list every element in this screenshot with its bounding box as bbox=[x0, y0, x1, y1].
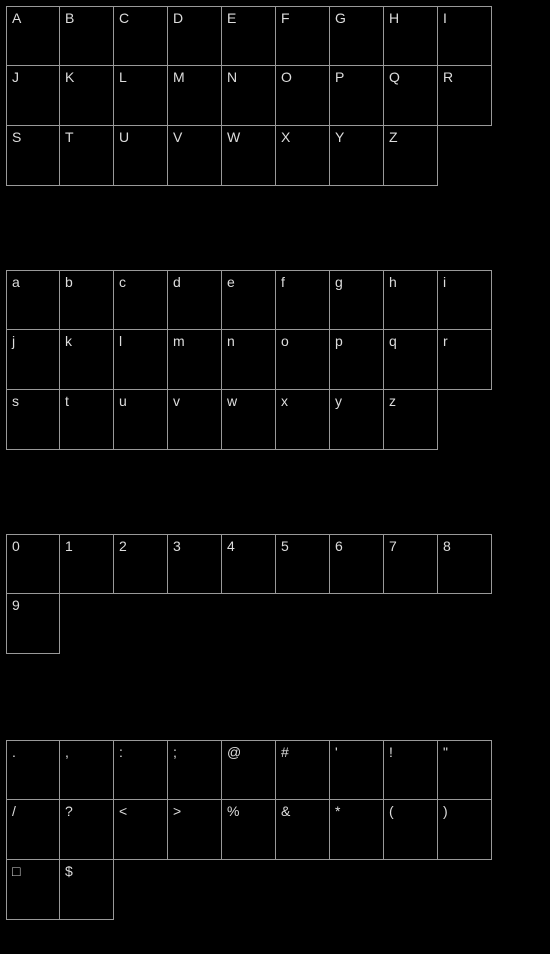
glyph-cell: ' bbox=[330, 740, 384, 800]
glyph-cell: : bbox=[114, 740, 168, 800]
glyph-cell: l bbox=[114, 330, 168, 390]
table-row: □ $ bbox=[6, 860, 492, 920]
table-row: . , : ; @ # ' ! " bbox=[6, 740, 492, 800]
glyph-cell: ? bbox=[60, 800, 114, 860]
glyph-cell: 5 bbox=[276, 534, 330, 594]
glyph-cell: o bbox=[276, 330, 330, 390]
glyph-cell: 6 bbox=[330, 534, 384, 594]
glyph-cell: a bbox=[6, 270, 60, 330]
digits-section: 0 1 2 3 4 5 6 7 8 9 bbox=[6, 534, 492, 654]
glyph-cell: P bbox=[330, 66, 384, 126]
glyph-cell: Y bbox=[330, 126, 384, 186]
glyph-cell: , bbox=[60, 740, 114, 800]
glyph-cell: / bbox=[6, 800, 60, 860]
table-row: s t u v w x y z bbox=[6, 390, 492, 450]
glyph-cell: 8 bbox=[438, 534, 492, 594]
glyph-cell: p bbox=[330, 330, 384, 390]
glyph-cell: Z bbox=[384, 126, 438, 186]
glyph-cell: L bbox=[114, 66, 168, 126]
glyph-cell: f bbox=[276, 270, 330, 330]
lowercase-section: a b c d e f g h i j k l m n o p q r s t … bbox=[6, 270, 492, 450]
glyph-cell: t bbox=[60, 390, 114, 450]
glyph-cell: < bbox=[114, 800, 168, 860]
glyph-cell: y bbox=[330, 390, 384, 450]
glyph-cell: k bbox=[60, 330, 114, 390]
glyph-cell: X bbox=[276, 126, 330, 186]
table-row: 9 bbox=[6, 594, 492, 654]
glyph-cell: i bbox=[438, 270, 492, 330]
glyph-cell: Q bbox=[384, 66, 438, 126]
glyph-cell: □ bbox=[6, 860, 60, 920]
table-row: a b c d e f g h i bbox=[6, 270, 492, 330]
glyph-cell: G bbox=[330, 6, 384, 66]
glyph-cell: W bbox=[222, 126, 276, 186]
glyph-cell: A bbox=[6, 6, 60, 66]
table-row: j k l m n o p q r bbox=[6, 330, 492, 390]
glyph-cell: d bbox=[168, 270, 222, 330]
glyph-cell: 0 bbox=[6, 534, 60, 594]
glyph-cell: 4 bbox=[222, 534, 276, 594]
glyph-cell: w bbox=[222, 390, 276, 450]
glyph-cell: ( bbox=[384, 800, 438, 860]
glyph-cell: N bbox=[222, 66, 276, 126]
glyph-cell: V bbox=[168, 126, 222, 186]
glyph-cell: * bbox=[330, 800, 384, 860]
glyph-cell: O bbox=[276, 66, 330, 126]
table-row: 0 1 2 3 4 5 6 7 8 bbox=[6, 534, 492, 594]
glyph-cell: n bbox=[222, 330, 276, 390]
glyph-cell: ! bbox=[384, 740, 438, 800]
glyph-cell: g bbox=[330, 270, 384, 330]
table-row: J K L M N O P Q R bbox=[6, 66, 492, 126]
glyph-cell: u bbox=[114, 390, 168, 450]
glyph-cell: T bbox=[60, 126, 114, 186]
glyph-cell: 3 bbox=[168, 534, 222, 594]
glyph-cell: 1 bbox=[60, 534, 114, 594]
glyph-cell: I bbox=[438, 6, 492, 66]
glyph-cell: b bbox=[60, 270, 114, 330]
symbols-section: . , : ; @ # ' ! " / ? < > % & * ( ) □ $ bbox=[6, 740, 492, 920]
glyph-cell: C bbox=[114, 6, 168, 66]
glyph-cell: S bbox=[6, 126, 60, 186]
glyph-cell: % bbox=[222, 800, 276, 860]
glyph-cell: . bbox=[6, 740, 60, 800]
glyph-cell: H bbox=[384, 6, 438, 66]
glyph-cell: @ bbox=[222, 740, 276, 800]
glyph-cell: v bbox=[168, 390, 222, 450]
table-row: S T U V W X Y Z bbox=[6, 126, 492, 186]
glyph-cell: F bbox=[276, 6, 330, 66]
glyph-cell: K bbox=[60, 66, 114, 126]
glyph-cell: J bbox=[6, 66, 60, 126]
glyph-cell: & bbox=[276, 800, 330, 860]
glyph-cell: U bbox=[114, 126, 168, 186]
glyph-cell: 2 bbox=[114, 534, 168, 594]
glyph-cell: ) bbox=[438, 800, 492, 860]
glyph-cell: e bbox=[222, 270, 276, 330]
glyph-cell: B bbox=[60, 6, 114, 66]
glyph-cell: > bbox=[168, 800, 222, 860]
table-row: A B C D E F G H I bbox=[6, 6, 492, 66]
glyph-cell: M bbox=[168, 66, 222, 126]
glyph-cell: " bbox=[438, 740, 492, 800]
glyph-cell: 9 bbox=[6, 594, 60, 654]
glyph-cell: 7 bbox=[384, 534, 438, 594]
glyph-cell: q bbox=[384, 330, 438, 390]
glyph-cell: x bbox=[276, 390, 330, 450]
table-row: / ? < > % & * ( ) bbox=[6, 800, 492, 860]
glyph-cell: j bbox=[6, 330, 60, 390]
glyph-cell: R bbox=[438, 66, 492, 126]
glyph-cell: m bbox=[168, 330, 222, 390]
glyph-cell: # bbox=[276, 740, 330, 800]
glyph-cell: ; bbox=[168, 740, 222, 800]
glyph-cell: h bbox=[384, 270, 438, 330]
glyph-cell: $ bbox=[60, 860, 114, 920]
glyph-cell: c bbox=[114, 270, 168, 330]
glyph-cell: D bbox=[168, 6, 222, 66]
uppercase-section: A B C D E F G H I J K L M N O P Q R S T … bbox=[6, 6, 492, 186]
glyph-cell: z bbox=[384, 390, 438, 450]
glyph-cell: E bbox=[222, 6, 276, 66]
glyph-cell: r bbox=[438, 330, 492, 390]
glyph-cell: s bbox=[6, 390, 60, 450]
